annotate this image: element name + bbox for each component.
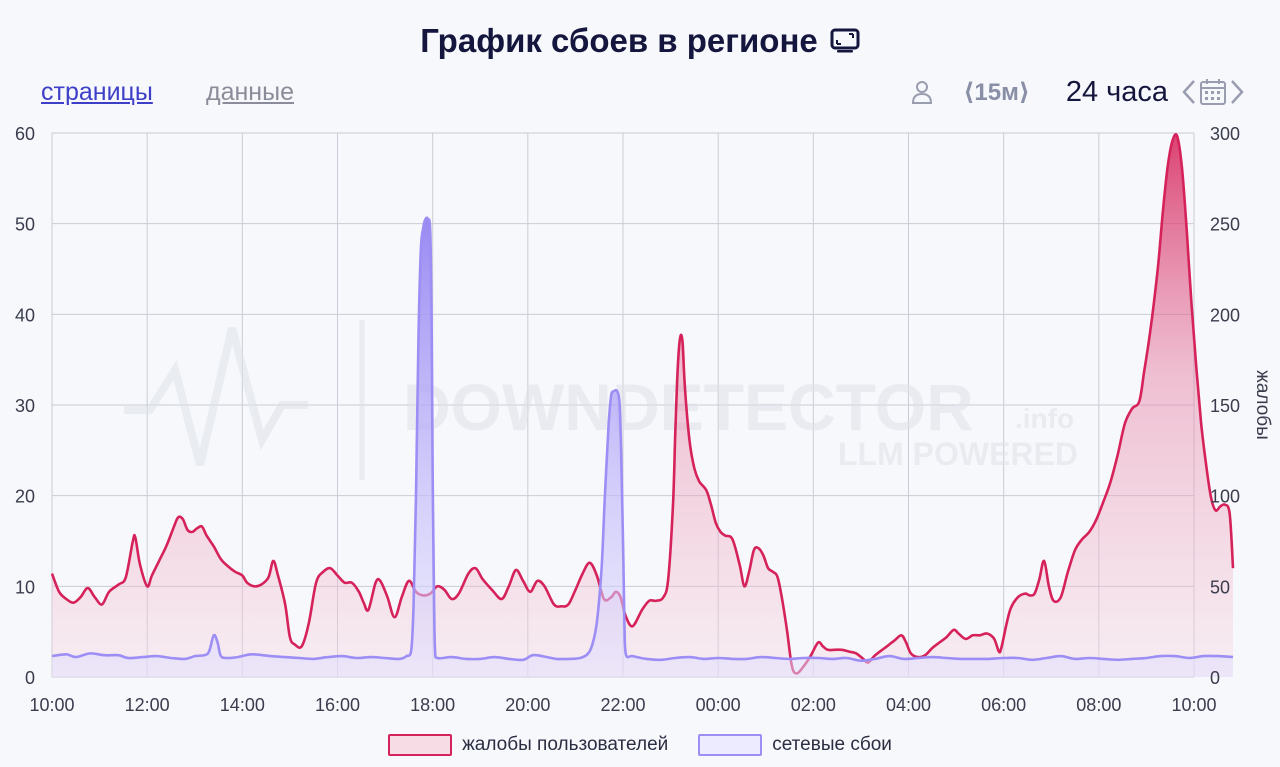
y-right-tick-label: 150 — [1210, 396, 1240, 416]
page-title: График сбоев в регионе — [420, 22, 818, 59]
watermark-sub: LLM POWERED — [838, 436, 1078, 472]
x-tick-label: 10:00 — [29, 695, 74, 715]
legend-label-network: сетевые сбои — [772, 734, 892, 755]
series-line-complaints[interactable] — [50, 133, 1235, 675]
watermark-logo-icon — [124, 326, 308, 467]
x-tick-label: 12:00 — [125, 695, 170, 715]
y-left-tick-label: 0 — [25, 668, 35, 688]
legend: жалобы пользователей сетевые сбои — [0, 734, 1280, 756]
y-right-axis-label: жалобы — [1252, 370, 1273, 440]
interval-selector[interactable]: ⟨15м⟩ — [963, 78, 1030, 106]
chevron-right-icon[interactable] — [1230, 79, 1244, 105]
y-right-tick-label: 200 — [1210, 305, 1240, 325]
x-tick-label: 06:00 — [981, 695, 1026, 715]
y-left-tick-label: 60 — [15, 124, 35, 144]
x-tick-label: 20:00 — [505, 695, 550, 715]
range-label: 24 часа — [1065, 75, 1168, 108]
y-left-tick-label: 40 — [15, 305, 35, 325]
y-right-tick-label: 100 — [1210, 487, 1240, 507]
watermark-suffix: .info — [1015, 403, 1074, 434]
y-right-tick-label: 50 — [1210, 577, 1230, 597]
legend-label-complaints: жалобы пользователей — [462, 734, 669, 755]
y-left-tick-label: 10 — [15, 577, 35, 597]
y-right-tick-label: 250 — [1210, 215, 1240, 235]
y-left-tick-label: 20 — [15, 487, 35, 507]
legend-swatch-network — [698, 734, 763, 756]
axes: 0 0 10 50 20 100 30 150 40 200 50 250 60 300 10:00 12:0… — [15, 124, 1273, 715]
legend-item-complaints[interactable]: жалобы пользователей — [388, 734, 668, 756]
x-tick-label: 10:00 — [1171, 695, 1216, 715]
x-tick-label: 18:00 — [410, 695, 455, 715]
x-tick-label: 16:00 — [315, 695, 360, 715]
x-tick-label: 14:00 — [220, 695, 265, 715]
tab-data[interactable]: данные — [206, 78, 294, 106]
y-right-tick-label: 300 — [1210, 124, 1240, 144]
x-tick-label: 02:00 — [791, 695, 836, 715]
x-tick-label: 04:00 — [886, 695, 931, 715]
tv-icon — [830, 28, 860, 53]
y-left-tick-label: 50 — [15, 215, 35, 235]
x-tick-label: 08:00 — [1076, 695, 1121, 715]
chart-controls: ⟨15м⟩ 24 часа — [911, 72, 1244, 112]
x-tick-label: 22:00 — [600, 695, 645, 715]
user-icon[interactable] — [911, 80, 933, 104]
tab-pages[interactable]: страницы — [41, 78, 153, 106]
chevron-left-icon[interactable] — [1182, 79, 1196, 105]
legend-swatch-complaints — [388, 734, 453, 756]
chart-title: График сбоев в регионе — [0, 22, 1280, 60]
calendar-icon[interactable] — [1198, 77, 1228, 107]
x-tick-label: 00:00 — [696, 695, 741, 715]
watermark: DOWNDETECTOR .info LLM POWERED — [124, 320, 1078, 480]
series-area-complaints — [52, 134, 1233, 677]
y-right-tick-label: 0 — [1210, 668, 1220, 688]
series — [50, 133, 1235, 677]
y-left-tick-label: 30 — [15, 396, 35, 416]
series-line-network[interactable] — [51, 216, 1234, 663]
legend-item-network[interactable]: сетевые сбои — [684, 734, 892, 756]
